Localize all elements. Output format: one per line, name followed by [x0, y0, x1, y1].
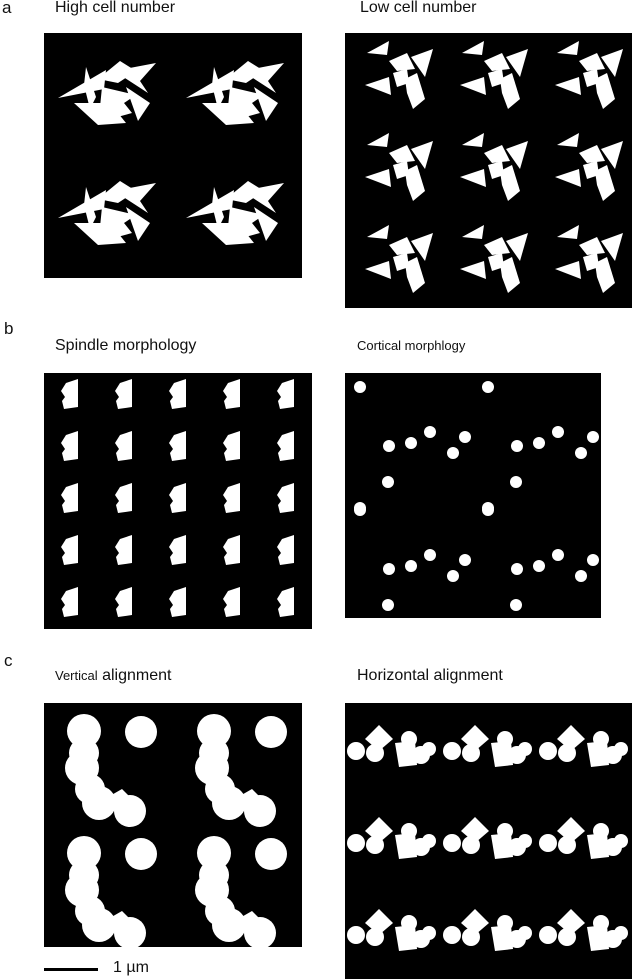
scale-bar-label: 1 µm [113, 959, 149, 976]
panel-title-high-cell-number: High cell number [55, 0, 176, 16]
panel-high-cell-number [44, 33, 302, 278]
panel-horizontal-alignment [345, 703, 632, 979]
alignment-word: alignment [97, 667, 172, 684]
panel-title-low-cell-number: Low cell number [360, 0, 477, 16]
scale-bar [44, 968, 98, 971]
panel-cortical-morphology [345, 373, 601, 618]
panel-background [345, 373, 601, 618]
panel-title-spindle-morphology: Spindle morphology [55, 337, 197, 354]
panel-low-cell-number [345, 33, 632, 308]
section-label-c: c [4, 651, 13, 670]
section-label-a: a [2, 0, 12, 17]
section-label-b: b [4, 319, 14, 338]
panel-title-cortical-morphology: Cortical morphlogy [357, 338, 466, 353]
panel-background [345, 703, 632, 979]
panel-title-horizontal-alignment: Horizontal alignment [357, 667, 503, 684]
panel-title-vertical-alignment: Vertical alignment [55, 667, 171, 685]
panel-vertical-alignment [44, 703, 302, 947]
panel-spindle-morphology [44, 373, 312, 629]
panel-background [345, 33, 632, 308]
vertical-word: Vertical [55, 668, 98, 683]
